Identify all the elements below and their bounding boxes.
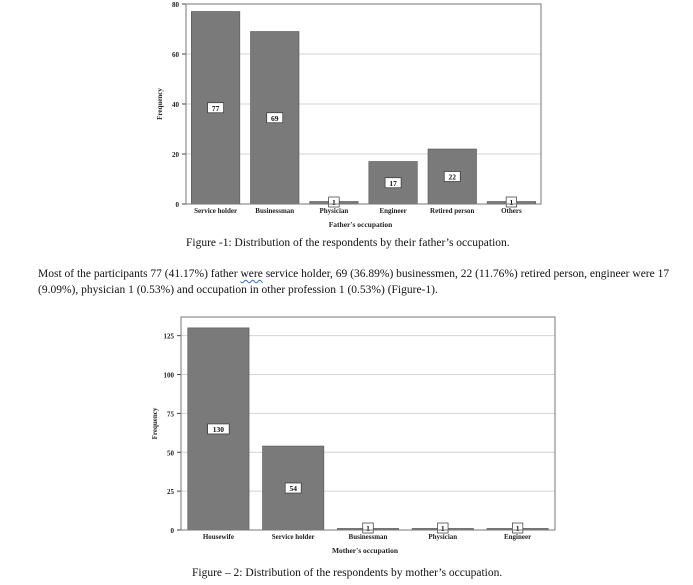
- y-axis-label: Frequency: [156, 88, 164, 120]
- data-label-box: [362, 522, 374, 534]
- data-label: 1: [332, 198, 336, 207]
- data-label-box: [384, 177, 402, 189]
- paragraph-text-start: Most of the participants 77 (41.17%) fat…: [38, 268, 241, 280]
- figure-2-caption: Figure – 2: Distribution of the responde…: [192, 567, 503, 579]
- data-label: 77: [212, 104, 220, 113]
- y-tick-label: 20: [172, 151, 180, 159]
- data-label: 130: [213, 425, 225, 434]
- x-tick-label: Housewife: [203, 533, 234, 541]
- paragraph-text-end: service holder, 69 (36.89%) businessmen,…: [38, 268, 670, 296]
- y-tick-label: 60: [172, 51, 180, 59]
- results-paragraph: Most of the participants 77 (41.17%) fat…: [38, 266, 678, 298]
- y-tick-label: 50: [167, 449, 175, 457]
- x-tick-label: Retired person: [430, 207, 474, 215]
- data-label: 1: [441, 524, 445, 533]
- data-label: 1: [510, 198, 514, 207]
- mother-occupation-chart: 0 25 50 75 100 125 130 Housewife 54 Service holde…: [151, 316, 556, 555]
- data-label: 22: [449, 173, 457, 182]
- x-axis-label: Mother's occupation: [332, 546, 399, 555]
- data-label: 69: [271, 114, 279, 123]
- data-label-box: [511, 522, 524, 534]
- y-axis-label: Frequency: [151, 407, 159, 439]
- data-label-box: [207, 102, 224, 114]
- x-tick-label: Engineer: [379, 207, 406, 215]
- x-tick-label: Engineer: [504, 533, 531, 541]
- data-label: 1: [366, 524, 370, 533]
- data-label-box: [266, 112, 284, 124]
- paragraph-typo-word: were: [240, 268, 263, 280]
- data-label: 54: [289, 484, 297, 493]
- x-tick-label: Businessman: [255, 207, 294, 215]
- x-axis-label: Father's occupation: [329, 220, 393, 229]
- data-label-box: [437, 522, 449, 534]
- y-tick-label: 25: [167, 488, 175, 496]
- data-label: 17: [389, 179, 397, 188]
- data-label: 1: [516, 524, 520, 533]
- data-label-box: [284, 482, 302, 494]
- x-tick-label: Physician: [428, 533, 457, 541]
- data-label-box: [505, 196, 518, 208]
- y-tick-label: 0: [171, 527, 175, 535]
- data-label-box: [443, 171, 461, 182]
- data-label-box: [328, 196, 340, 208]
- x-tick-label: Others: [501, 207, 522, 215]
- y-tick-label: 40: [172, 101, 180, 109]
- data-label-box: [207, 423, 230, 435]
- x-tick-label: Physician: [320, 207, 349, 215]
- figure-1-caption: Figure -1: Distribution of the responden…: [186, 237, 510, 249]
- plot-frame: [180, 316, 556, 531]
- x-tick-label: Service holder: [194, 207, 237, 215]
- x-tick-label: Businessman: [349, 533, 388, 541]
- y-tick-label: 80: [172, 1, 180, 9]
- plot-frame: [185, 3, 542, 205]
- x-tick-label: Service holder: [272, 533, 315, 541]
- y-tick-label: 100: [164, 372, 175, 380]
- y-tick-label: 0: [176, 201, 180, 209]
- y-tick-label: 75: [167, 410, 175, 418]
- y-tick-label: 125: [164, 333, 175, 341]
